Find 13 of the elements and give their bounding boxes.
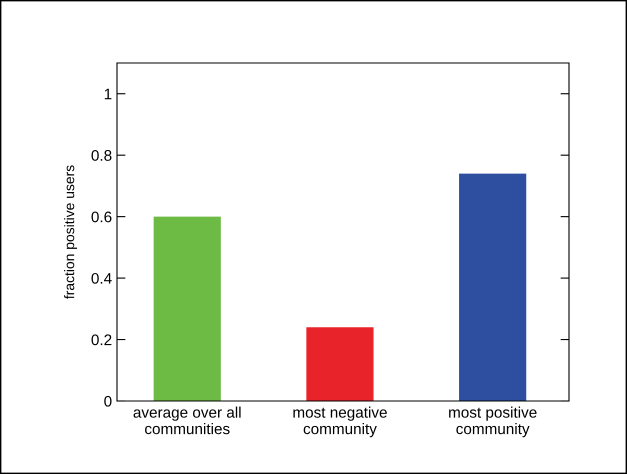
x-tick-label: average over all communities [134, 406, 241, 434]
x-tick-label: most negative community [293, 406, 387, 438]
bar [306, 327, 374, 401]
y-tick-label: 0 [104, 396, 112, 407]
y-tick-label: 0.8 [92, 150, 112, 161]
bar [459, 174, 526, 401]
bar [154, 216, 221, 401]
y-tick-label: 0.6 [92, 212, 112, 222]
y-tick-label: 1 [104, 88, 112, 100]
x-tick-label: most positive community [449, 406, 537, 438]
y-tick-label: 0.4 [92, 272, 112, 284]
y-axis-title: fraction positive users [64, 165, 78, 299]
y-tick-label: 0.2 [92, 334, 112, 346]
